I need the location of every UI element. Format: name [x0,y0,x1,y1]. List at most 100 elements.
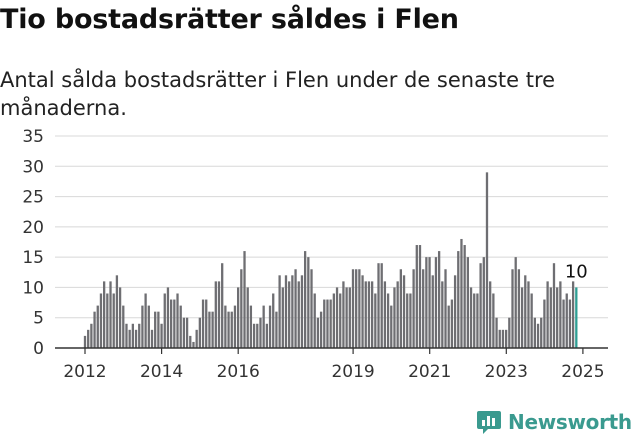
bar [415,245,418,348]
bar [288,281,291,348]
bar [262,305,265,348]
bar [259,317,262,348]
bar [275,311,278,348]
bar [291,275,294,348]
bar [351,269,355,348]
bar [552,263,556,348]
bar [355,269,358,348]
bar [131,323,135,348]
bar [348,287,351,348]
bar [249,305,253,348]
bar [374,293,377,348]
y-tick-label: 35 [22,127,44,147]
bar [428,257,431,348]
bar [556,287,559,348]
bar [189,335,192,348]
brand-name: Newsworthy [508,410,631,434]
bar [540,317,543,348]
bar [571,281,575,348]
bar [386,293,390,348]
bar [335,287,339,348]
bar [236,287,240,348]
y-tick-label: 5 [33,309,44,329]
bar [511,269,514,348]
bar [106,293,109,348]
bar [495,317,498,348]
bar [316,317,320,348]
bar [90,323,93,348]
bar [437,251,441,348]
bar [406,293,409,348]
bar [447,305,450,348]
bar [469,287,473,348]
bar [205,299,208,348]
bar [323,299,326,348]
newsworthy-logo: Newsworthy [476,408,631,436]
bar [233,305,237,348]
bar [434,257,438,348]
bar [240,269,243,348]
bar [93,311,96,348]
y-tick-label: 20 [22,218,44,238]
bar [307,257,310,348]
bar [265,323,269,348]
bar [342,281,345,348]
bar [214,281,217,348]
bar [361,275,364,348]
bar [246,287,249,348]
bar [198,317,202,348]
bar [243,251,246,348]
bar [441,281,444,348]
page-title: Tio bostadsrätter såldes i Flen [0,4,459,35]
bar [281,287,284,348]
bar [409,293,412,348]
bar [377,263,380,348]
bar [453,275,457,348]
bar [370,281,374,348]
x-axis: 2012 2014 2016 2019 2021 2023 2025 [55,347,608,382]
bar [150,329,154,348]
bar [144,293,147,348]
y-axis: 0 5 10 15 20 25 30 35 [22,127,44,359]
y-tick-label: 30 [22,157,44,177]
bar [364,281,367,348]
bar [310,269,313,348]
bar [527,281,530,348]
bar [504,329,508,348]
bar [157,311,160,348]
bar [147,305,150,348]
bar [192,341,195,348]
bar [358,269,361,348]
y-tick-label: 10 [22,278,44,298]
bar [141,305,144,348]
latest-value-label: 10 [565,261,588,282]
x-tick-label: 2019 [331,362,374,382]
bar [252,323,256,348]
bar [122,305,125,348]
bar [482,257,485,348]
bar [367,281,371,348]
bar [380,263,383,348]
bar [211,311,214,348]
bar [329,299,332,348]
bar [399,269,402,348]
bar [485,172,489,348]
bar [284,275,288,348]
bar [476,293,479,348]
bar [163,293,166,348]
bar [87,329,90,348]
bar [169,299,173,348]
bar [179,305,182,348]
bar [390,305,393,348]
bar [182,317,186,348]
bar [383,281,387,348]
bar [339,293,342,348]
chart-gridlines [55,135,608,319]
bar [517,269,521,348]
bar [565,293,568,348]
bar [473,293,476,348]
bar [128,329,131,348]
bar [173,299,176,348]
bar [460,238,463,348]
